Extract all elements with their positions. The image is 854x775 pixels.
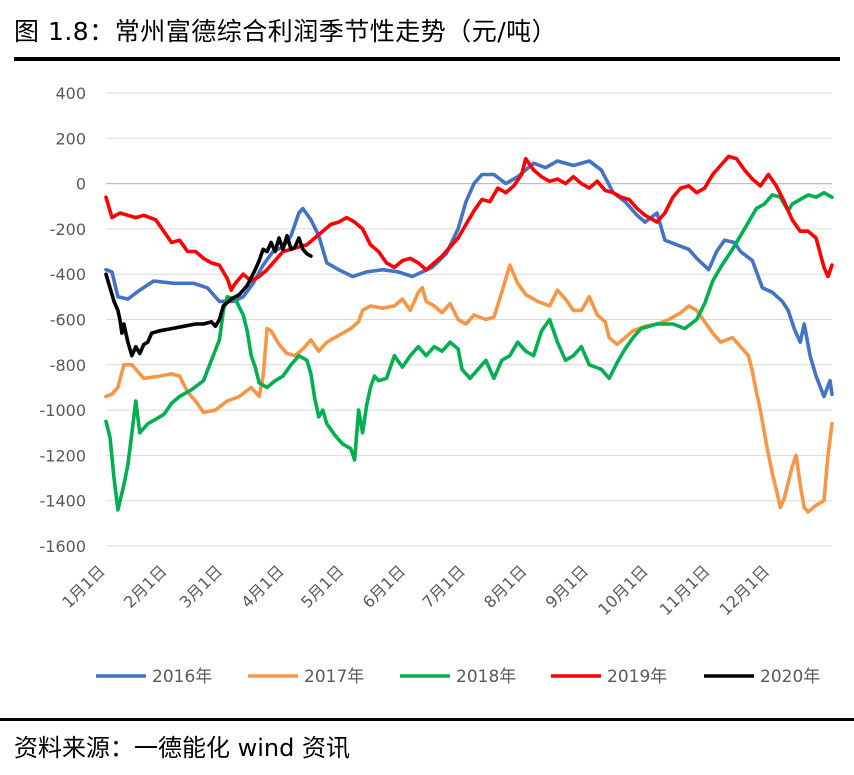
source-note: 资料来源：一德能化 wind 资讯 [14, 734, 350, 762]
series-line-2020年 [104, 233, 313, 358]
legend-label: 2019年 [607, 667, 667, 687]
y-tick-label: -1600 [40, 537, 87, 556]
y-tick-label: -1400 [40, 492, 87, 511]
series-line-2016年 [104, 159, 834, 399]
y-tick-label: 400 [55, 84, 86, 103]
x-tick-label: 10月1日 [594, 561, 652, 619]
y-tick-label: -1000 [40, 401, 87, 420]
x-tick-label: 4月1日 [237, 561, 287, 611]
x-tick-label: 1月1日 [58, 561, 108, 611]
y-tick-label: -600 [50, 311, 86, 330]
y-axis-ticks: 400 200 0 -200 -400 -600 -800 -1000 -1200 -1400 -1… [40, 84, 87, 556]
title-rule [14, 57, 840, 61]
y-tick-label: -400 [50, 265, 86, 284]
x-tick-label: 6月1日 [359, 561, 409, 611]
legend-label: 2020年 [760, 667, 820, 687]
chart-legend: 2016年 2017年 2018年 2019年 2020年 [96, 667, 820, 687]
legend-label: 2017年 [304, 667, 364, 687]
y-tick-label: -200 [50, 220, 86, 239]
x-tick-label: 9月1日 [542, 561, 592, 611]
line-chart: 400 200 0 -200 -400 -600 -800 -1000 -1200 -1400 -1… [40, 84, 834, 687]
chart-series [104, 154, 834, 514]
y-tick-label: 200 [55, 129, 86, 148]
chart-title: 图 1.8：常州富德综合利润季节性走势（元/吨） [14, 17, 558, 46]
x-tick-label: 3月1日 [176, 561, 226, 611]
legend-label: 2018年 [456, 667, 516, 687]
x-tick-label: 11月1日 [656, 561, 714, 619]
x-tick-label: 12月1日 [716, 561, 774, 619]
x-axis-ticks: 1月1日 2月1日 3月1日 4月1日 5月1日 6月1日 7月1日 8月1日 9月1日 10月1… [58, 561, 773, 619]
x-tick-label: 7月1日 [418, 561, 468, 611]
source-rule [0, 718, 854, 721]
series-line-2018年 [104, 190, 834, 512]
x-tick-label: 2月1日 [120, 561, 170, 611]
y-tick-label: -1200 [40, 446, 87, 465]
series-line-2017年 [104, 263, 834, 514]
series-line-2019年 [104, 154, 834, 292]
y-tick-label: -800 [50, 356, 86, 375]
x-tick-label: 8月1日 [480, 561, 530, 611]
legend-label: 2016年 [152, 667, 212, 687]
y-tick-label: 0 [76, 175, 86, 194]
x-tick-label: 5月1日 [297, 561, 347, 611]
